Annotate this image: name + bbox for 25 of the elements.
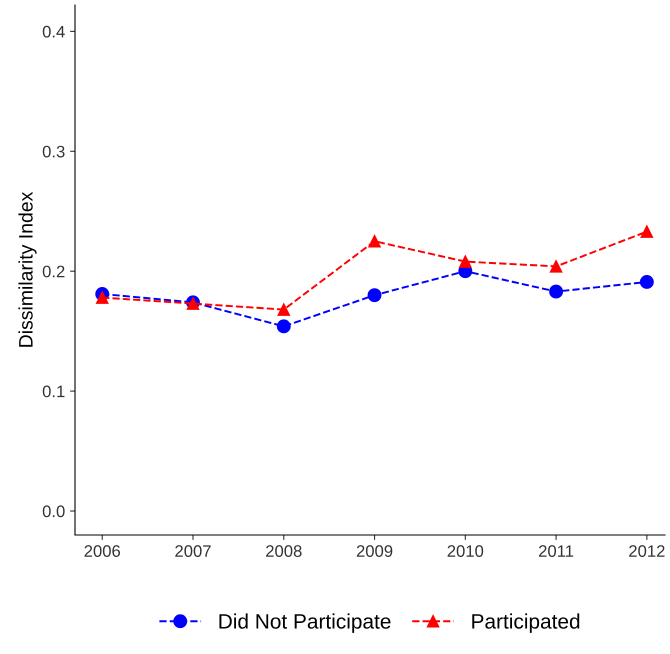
point xyxy=(368,288,382,302)
y-tick-label: 0.0 xyxy=(42,505,65,518)
y-tick-label: 0.3 xyxy=(42,146,65,158)
point xyxy=(276,319,291,334)
y-tick-label: 0.4 xyxy=(42,26,65,38)
legend-label: Did Not Participate xyxy=(219,613,390,633)
x-tick-label: 2009 xyxy=(356,545,392,557)
x-tick-label: 2006 xyxy=(84,545,120,557)
legend-label: Participated xyxy=(472,613,580,633)
point xyxy=(459,255,472,268)
y-tick-label: 0.2 xyxy=(42,266,64,278)
point xyxy=(550,260,562,273)
x-tick-label: 2011 xyxy=(538,545,574,557)
point xyxy=(96,291,108,304)
x-tick-label: 2012 xyxy=(629,545,665,557)
x-tick-label: 2008 xyxy=(266,545,302,557)
x-tick-label: 2007 xyxy=(175,545,211,557)
point xyxy=(549,284,564,299)
y-tick-label: 0.1 xyxy=(42,386,64,398)
point xyxy=(640,225,654,238)
point xyxy=(640,275,654,289)
point xyxy=(368,234,381,248)
point xyxy=(278,303,290,316)
x-tick-label: 2010 xyxy=(448,545,484,557)
y-axis-title: Dissimilarity Index xyxy=(18,192,37,347)
